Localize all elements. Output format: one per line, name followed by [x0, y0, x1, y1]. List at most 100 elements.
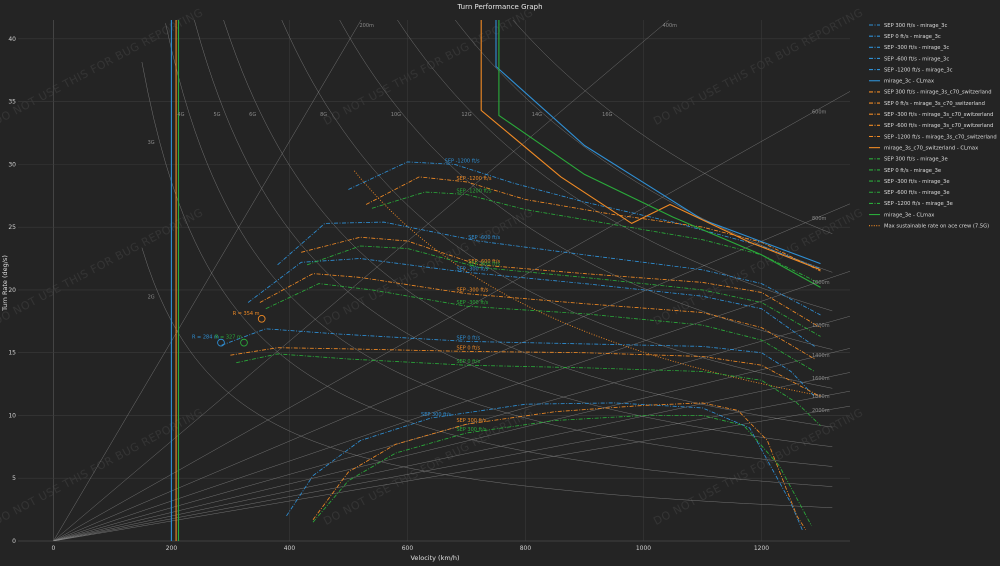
corner-speed-label: R = 327 m	[215, 335, 242, 341]
legend-entry: SEP -1200 ft/s - mirage_3e	[884, 201, 953, 207]
load-factor-label: 6G	[249, 112, 256, 118]
load-factor-curve	[141, 247, 833, 508]
radius-line-label: 1400m	[812, 353, 830, 359]
legend-entry: SEP 0 ft/s - mirage_3s_c70_switzerland	[884, 101, 985, 107]
radius-line	[53, 20, 362, 541]
legend-entry: SEP -300 ft/s - mirage_3c	[884, 45, 949, 51]
x-tick-label: 600	[402, 545, 414, 552]
load-factor-label: 16G	[602, 112, 612, 118]
sep-curve	[312, 402, 807, 530]
y-tick-label: 40	[8, 36, 16, 43]
y-tick-label: 10	[8, 412, 16, 419]
legend-entry: SEP 0 ft/s - mirage_3e	[884, 168, 941, 174]
legend-entry: SEP 300 ft/s - mirage_3c	[884, 23, 947, 29]
load-factor-label: 3G	[148, 140, 155, 146]
load-factor-curve	[141, 61, 833, 487]
chart-title: Turn Performance Graph	[456, 3, 542, 11]
sep-curve-label: SEP 0 ft/s	[456, 345, 480, 351]
radius-line	[53, 405, 850, 541]
sep-curve	[236, 353, 821, 426]
radius-line	[53, 348, 850, 541]
sep-curve	[259, 273, 815, 360]
y-tick-label: 0	[12, 538, 16, 545]
corner-speed-label: R = 354 m	[233, 311, 260, 317]
load-factor-label: 4G	[177, 112, 184, 118]
radius-line	[53, 203, 850, 541]
sep-curve	[265, 283, 815, 372]
radius-line-label: 2000m	[812, 408, 830, 414]
legend-entry: SEP -600 ft/s - mirage_3c	[884, 56, 949, 62]
sep-curve	[348, 161, 821, 269]
radius-line	[53, 390, 850, 541]
y-tick-label: 25	[8, 224, 16, 231]
sep-curve-label: SEP -1200 ft/s	[456, 189, 491, 195]
radius-line-label: 1800m	[812, 394, 830, 400]
sep-curve-label: SEP 300 ft/s	[456, 427, 486, 433]
sep-curve	[277, 221, 821, 316]
x-tick-label: 400	[284, 545, 296, 552]
corner-speed-marker	[257, 314, 266, 323]
sep-curve-label: SEP -300 ft/s	[456, 288, 488, 294]
radius-line-label: 1000m	[812, 280, 830, 286]
reference-lines	[53, 20, 850, 541]
series-layer	[170, 20, 821, 541]
radius-line	[53, 315, 850, 541]
legend-entry: mirage_3c - CLmax	[884, 79, 934, 85]
sep-curve-label: SEP 0 ft/s	[456, 335, 480, 341]
load-factor-label: 8G	[320, 112, 327, 118]
radius-line-label: 200m	[360, 23, 375, 29]
legend: SEP 300 ft/s - mirage_3c SEP 0 ft/s - mir…	[869, 23, 997, 230]
legend-entry: SEP 0 ft/s - mirage_3c	[884, 34, 941, 40]
legend-entry: SEP -1200 ft/s - mirage_3c	[884, 67, 953, 73]
sep-curve-label: SEP -300 ft/s	[456, 300, 488, 306]
radius-line	[53, 91, 850, 541]
legend-entry: SEP -300 ft/s - mirage_3s_c70_switzerlan…	[884, 112, 993, 118]
sep-curve	[306, 245, 821, 337]
legend-entry: SEP 300 ft/s - mirage_3s_c70_switzerland	[884, 90, 991, 96]
y-tick-label: 20	[8, 287, 16, 294]
sep-curve	[301, 236, 821, 328]
y-tick-label: 15	[8, 350, 16, 357]
load-factor-label: 5G	[213, 112, 220, 118]
legend-entry: mirage_3e - CLmax	[884, 212, 934, 218]
y-tick-label: 35	[8, 99, 16, 106]
sep-curve	[371, 191, 821, 284]
sep-curve-label: SEP 300 ft/s	[421, 412, 451, 418]
sep-curve-label: SEP -1200 ft/s	[456, 176, 491, 182]
sep-curve-label: SEP -600 ft/s	[468, 261, 500, 267]
sustainable-rate-line	[353, 170, 821, 397]
x-tick-label: 1000	[636, 545, 651, 552]
sep-curve-label: SEP -1200 ft/s	[445, 158, 480, 164]
legend-entry: SEP -600 ft/s - mirage_3e	[884, 190, 950, 196]
sep-curve	[365, 176, 821, 272]
sep-curve	[312, 415, 812, 527]
legend-entry: SEP 300 ft/s - mirage_3e	[884, 157, 948, 163]
load-factor-curve	[223, 20, 833, 428]
load-factor-curve	[512, 20, 833, 234]
radius-line-label: 800m	[812, 216, 827, 222]
load-factor-curve	[339, 20, 833, 350]
y-tick-label: 30	[8, 161, 16, 168]
legend-entry: mirage_3s_c70_switzerland - CLmax	[884, 145, 978, 151]
sep-curve	[221, 328, 815, 397]
sep-curve-label: SEP -300 ft/s	[456, 266, 488, 272]
x-axis-title: Velocity (km/h)	[410, 554, 459, 562]
radius-line	[53, 20, 670, 541]
load-factor-label: 14G	[532, 112, 542, 118]
radius-line-label: 1600m	[812, 376, 830, 382]
corner-speed-marker	[217, 338, 225, 347]
corner-speed-label: R = 284 m	[192, 335, 219, 341]
load-factor-curve	[281, 20, 833, 389]
sep-curve-label: SEP 300 ft/s	[456, 418, 486, 424]
load-factor-curve	[397, 20, 833, 312]
series-labels: 200m 400m 600m 800m 1000m 1200m 1400m 1600m 1800…	[148, 23, 830, 433]
radius-line-label: 1200m	[812, 323, 830, 329]
x-tick-label: 1200	[754, 545, 769, 552]
sep-curve	[286, 402, 804, 532]
sep-curve	[247, 258, 815, 347]
sep-curve	[230, 347, 821, 397]
radius-line	[53, 372, 850, 541]
corner-speed-marker	[240, 338, 248, 347]
